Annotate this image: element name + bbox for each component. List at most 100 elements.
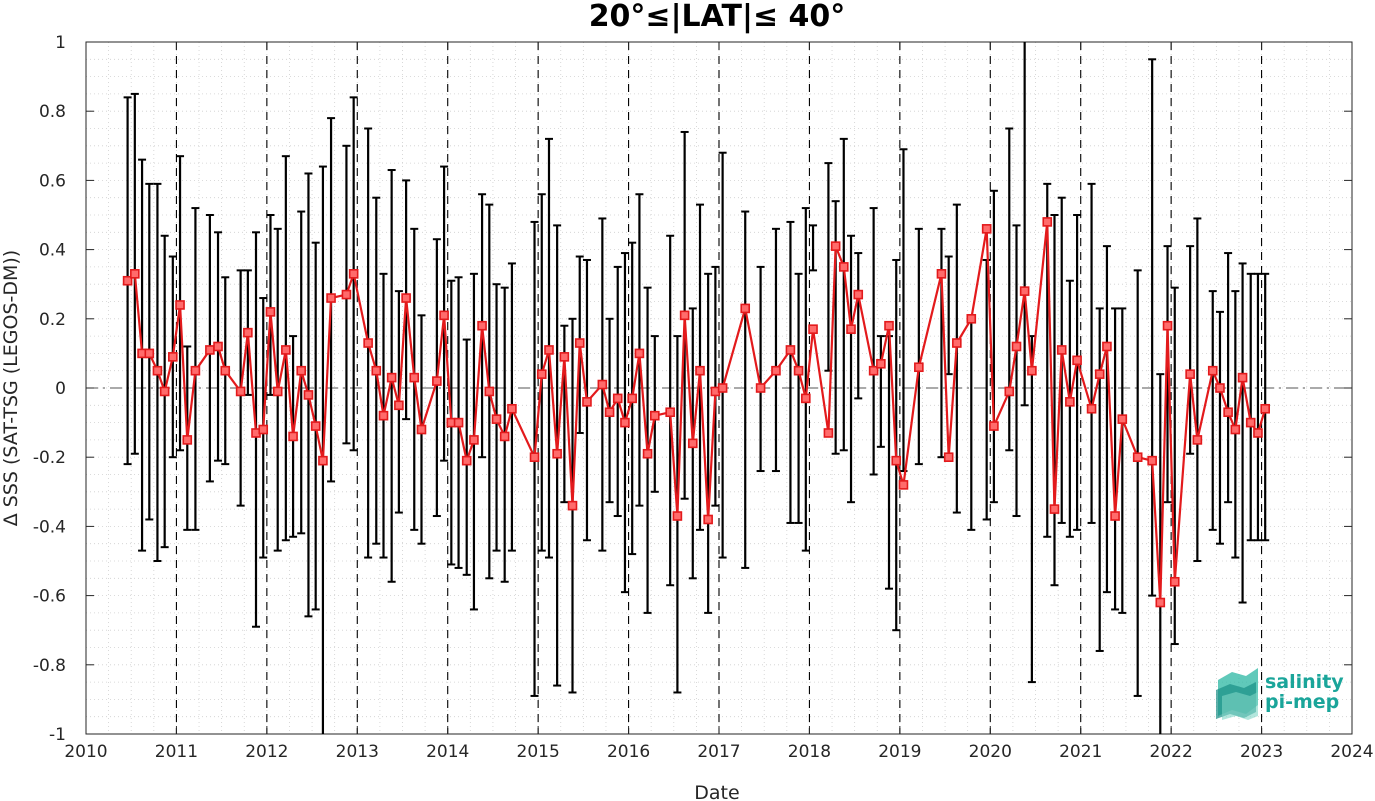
data-point: [1147, 455, 1157, 466]
data-point: [491, 414, 502, 424]
data-point: [168, 352, 178, 362]
data-point: [830, 241, 841, 251]
data-point: [1215, 383, 1225, 393]
data-point: [144, 348, 155, 359]
x-tick-label: 2017: [697, 742, 740, 762]
y-tick-label: -0.8: [33, 656, 66, 676]
data-point: [318, 455, 328, 466]
data-point: [793, 365, 804, 376]
data-point: [808, 324, 818, 334]
data-point: [989, 421, 999, 431]
y-tick-label: 0.6: [39, 171, 66, 191]
data-point: [303, 390, 314, 400]
data-point: [453, 417, 464, 428]
data-point: [1260, 403, 1270, 414]
data-point: [672, 511, 683, 521]
data-point: [1086, 403, 1097, 414]
data-point: [1094, 369, 1105, 379]
data-point: [1207, 365, 1218, 376]
data-point: [1192, 435, 1203, 445]
data-point: [1042, 217, 1053, 227]
x-tick-label: 2021: [1059, 742, 1102, 762]
data-point: [1102, 341, 1112, 352]
data-point: [891, 455, 902, 466]
data-point: [416, 424, 427, 435]
data-point: [853, 289, 864, 300]
data-point: [627, 393, 637, 404]
data-point: [1011, 341, 1022, 352]
data-point: [634, 348, 645, 359]
data-point: [1072, 355, 1082, 366]
data-point: [846, 324, 856, 334]
data-point: [341, 289, 352, 300]
y-tick-label: 0.8: [39, 102, 66, 122]
series-line: [126, 221, 1267, 603]
data-point: [529, 452, 540, 463]
data-point: [288, 431, 298, 442]
data-point: [695, 365, 705, 376]
y-tick-label: 0: [55, 379, 66, 399]
y-tick-label: 1: [55, 33, 66, 53]
data-point: [771, 365, 781, 376]
data-point: [687, 438, 698, 449]
data-point: [175, 300, 185, 310]
x-axis-label: Date: [694, 782, 739, 801]
data-point: [1132, 452, 1143, 463]
y-tick-label: -0.2: [33, 448, 66, 468]
data-point: [1049, 504, 1060, 514]
data-point: [1237, 372, 1248, 383]
data-point: [461, 455, 472, 466]
x-tick-label: 2015: [517, 742, 560, 762]
x-tick-label: 2018: [788, 742, 831, 762]
data-point: [1185, 369, 1195, 379]
x-tick-label: 2023: [1240, 742, 1283, 762]
data-point: [785, 345, 796, 355]
data-point: [536, 369, 547, 379]
data-point: [235, 386, 246, 397]
y-tick-label: -1: [49, 725, 66, 745]
data-point: [649, 410, 660, 421]
data-point: [205, 345, 215, 355]
y-tick-label: 0.4: [39, 241, 66, 261]
data-point: [371, 365, 382, 376]
data-point: [265, 307, 276, 317]
salinity-pimep-logo: salinity pi-mep: [1216, 668, 1344, 720]
x-tick-label: 2014: [426, 742, 469, 762]
x-tick-label: 2010: [64, 742, 107, 762]
data-point: [966, 313, 977, 324]
data-point: [1110, 511, 1120, 521]
chart-title: 20°≤|LAT|≤ 40°: [589, 0, 846, 34]
data-point: [567, 500, 578, 511]
data-point: [394, 400, 404, 411]
data-point: [679, 310, 690, 321]
y-axis-label: Δ SSS (SAT-TSG (LEGOS-DM)): [0, 250, 22, 526]
data-point: [717, 383, 728, 393]
data-point: [876, 358, 886, 369]
x-tick-label: 2020: [969, 742, 1012, 762]
data-point: [898, 480, 909, 490]
data-point: [703, 514, 713, 525]
data-point: [574, 338, 585, 348]
data-point: [1117, 414, 1128, 424]
data-point: [1230, 424, 1241, 435]
data-point: [620, 417, 630, 428]
data-point: [755, 383, 766, 393]
data-point: [943, 452, 954, 463]
data-point: [1169, 576, 1180, 587]
y-tick-label: 0.2: [39, 310, 66, 330]
data-point: [952, 338, 962, 348]
data-point: [1056, 345, 1067, 355]
data-point: [1223, 407, 1233, 418]
data-point: [499, 431, 510, 442]
data-point: [469, 435, 479, 445]
data-point: [310, 421, 321, 431]
data-point: [386, 372, 397, 383]
data-point: [432, 376, 442, 386]
data-point: [1162, 320, 1173, 331]
data-point: [642, 448, 653, 459]
x-tick-label: 2013: [336, 742, 379, 762]
data-point: [604, 407, 615, 418]
data-point: [296, 365, 307, 376]
x-tick-label: 2019: [878, 742, 921, 762]
data-point: [281, 345, 291, 355]
